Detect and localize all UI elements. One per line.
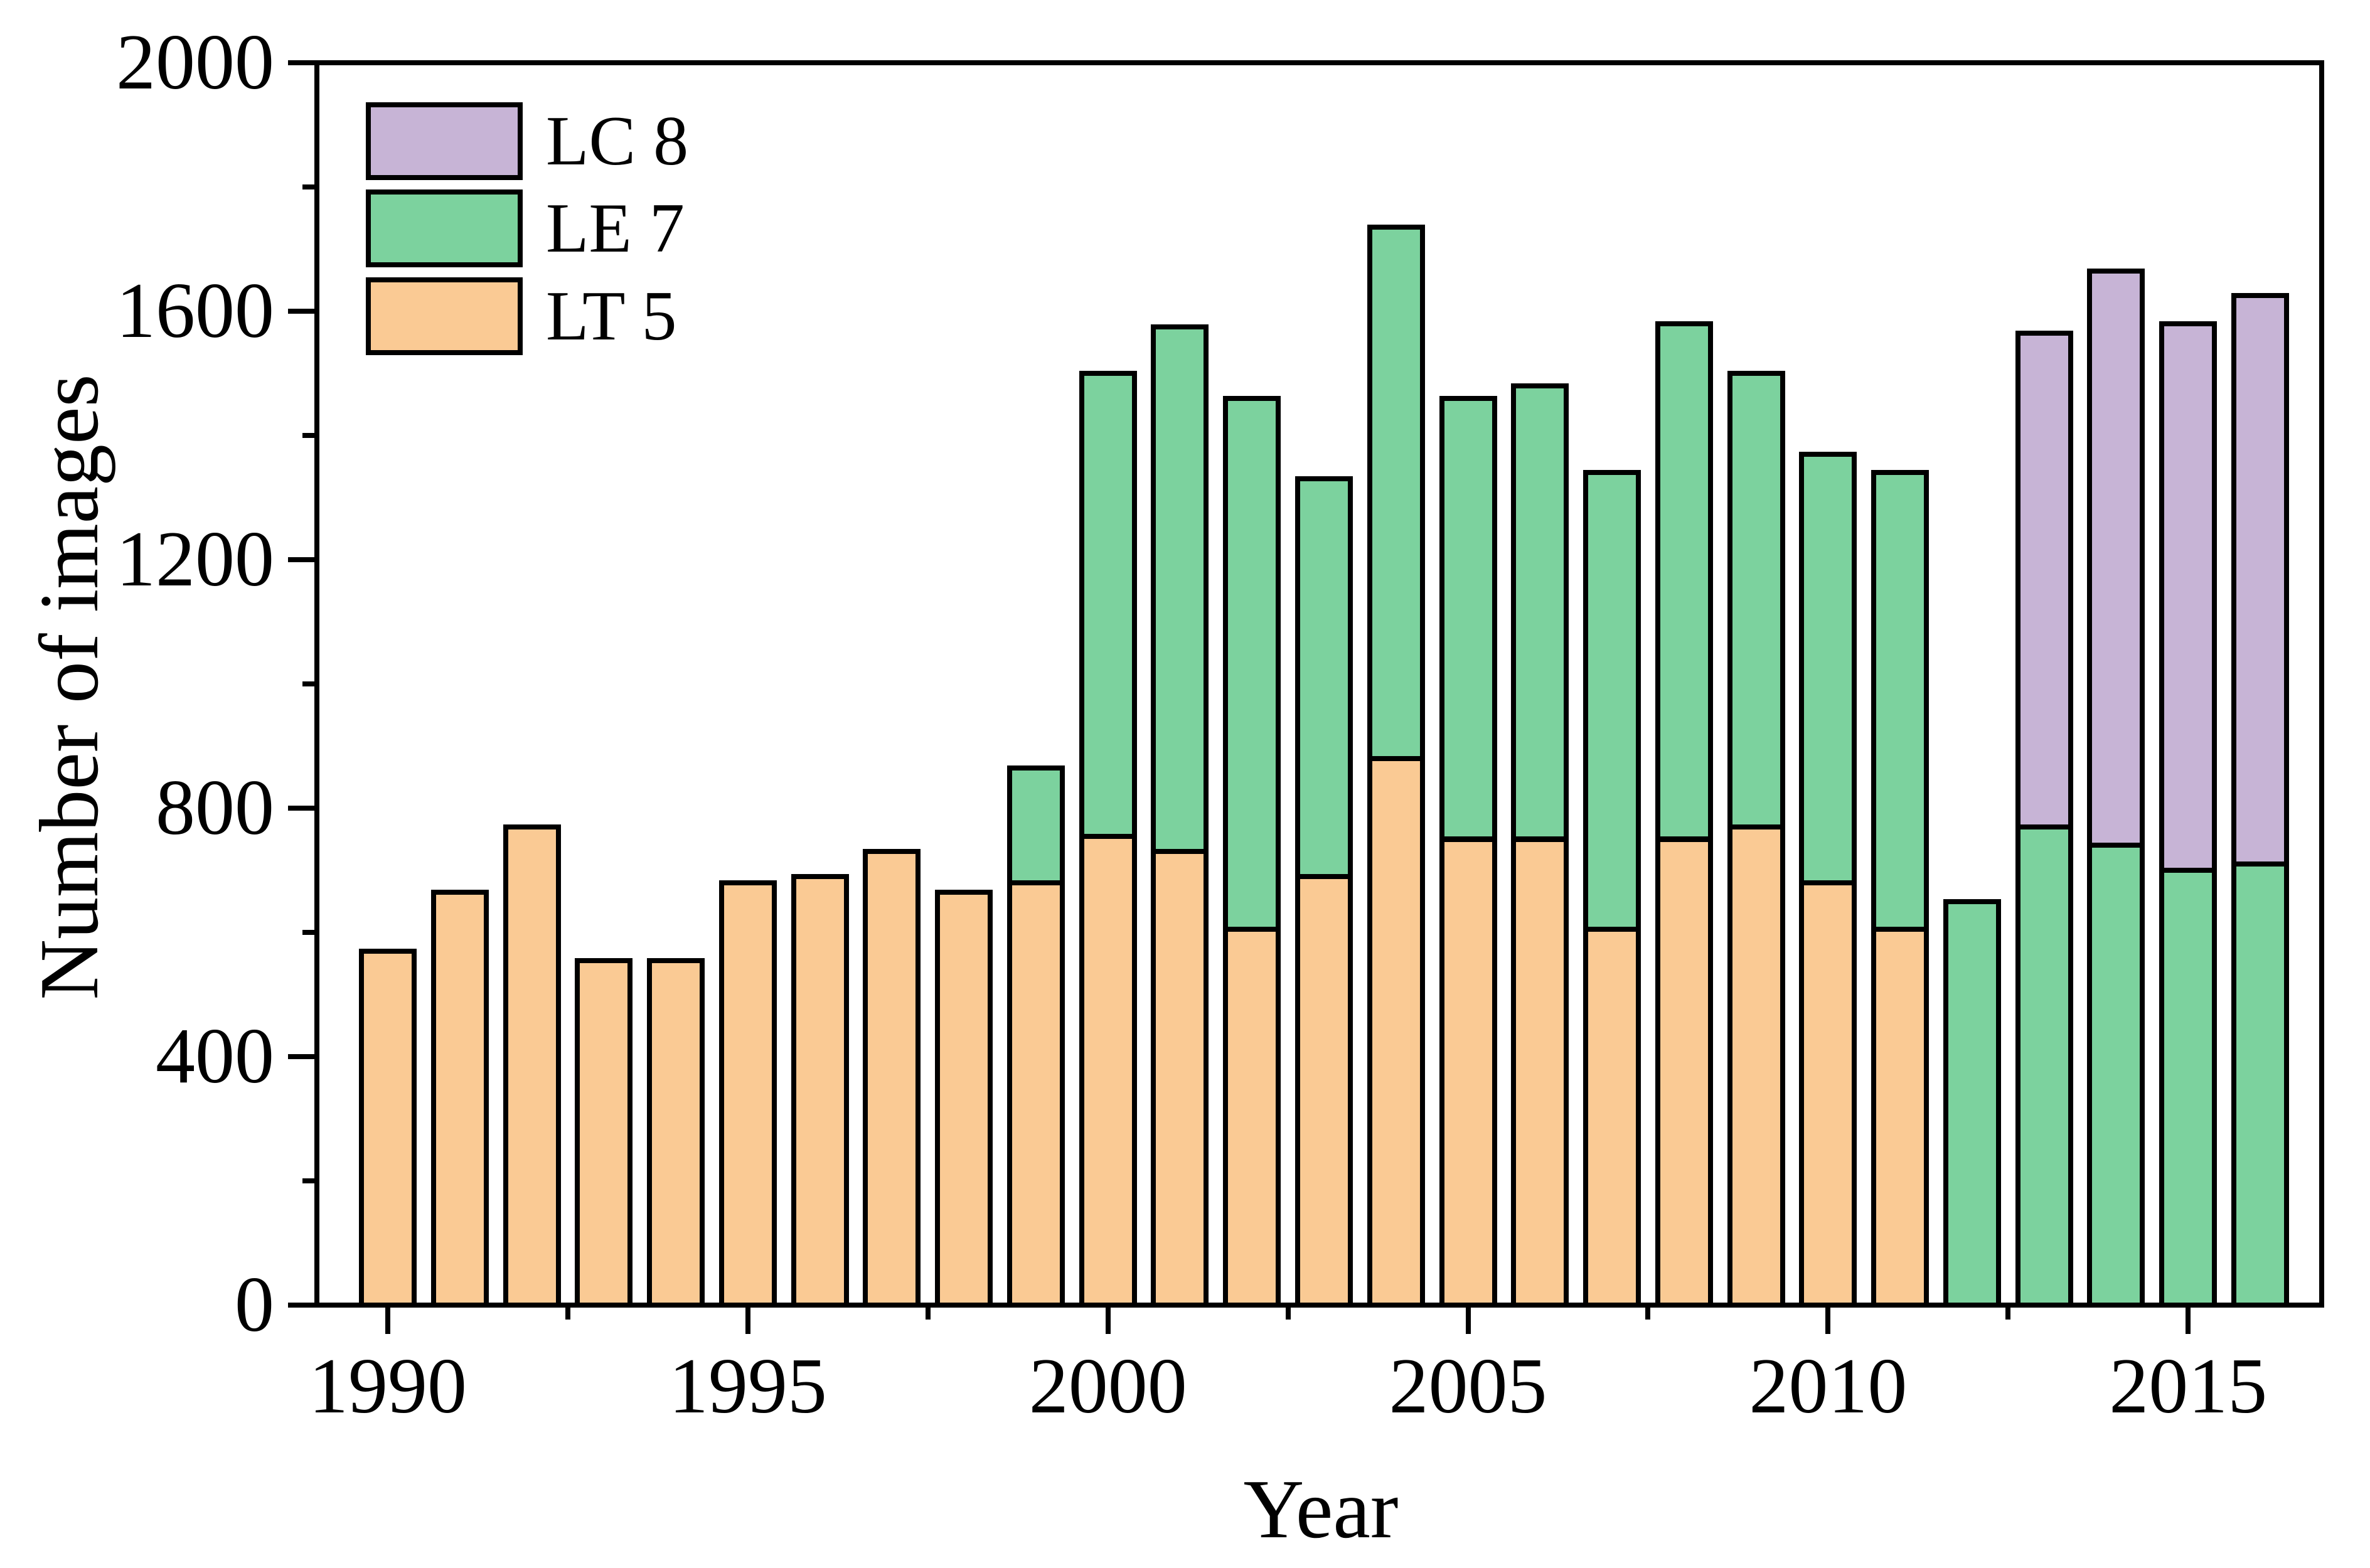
bar-2007-lt5	[1583, 927, 1641, 1308]
bar-1996-lt5	[791, 873, 849, 1308]
bar-2011-lt5	[1871, 927, 1930, 1308]
bar-2010-lt5	[1799, 880, 1857, 1308]
x-major-tick	[2186, 1303, 2191, 1334]
bar-2008-lt5	[1655, 836, 1713, 1308]
bar-2014-lc8	[2087, 268, 2145, 848]
y-major-tick	[288, 1054, 319, 1059]
legend-swatch-lt5	[366, 277, 523, 355]
bar-2006-le7	[1511, 383, 1569, 842]
bar-1999-le7	[1006, 765, 1065, 885]
bar-2002-lt5	[1223, 927, 1281, 1308]
y-major-tick	[288, 806, 319, 811]
bar-2002-le7	[1223, 395, 1281, 932]
x-tick-label: 2005	[1389, 1343, 1547, 1430]
y-tick-label: 400	[156, 1013, 274, 1100]
bar-1999-lt5	[1006, 880, 1065, 1308]
bar-1991-lt5	[430, 889, 489, 1308]
bar-2003-lt5	[1295, 873, 1353, 1308]
bar-2003-le7	[1295, 476, 1353, 879]
bar-2005-le7	[1439, 395, 1497, 842]
bar-1993-lt5	[575, 957, 633, 1308]
bar-2014-le7	[2087, 843, 2145, 1308]
y-tick-label: 0	[235, 1261, 274, 1348]
bar-2008-le7	[1655, 321, 1713, 842]
x-minor-tick	[1285, 1303, 1291, 1320]
legend-label-lt5: LT 5	[546, 277, 677, 355]
y-tick-label: 1600	[116, 267, 274, 355]
bar-1995-lt5	[718, 880, 777, 1308]
y-minor-tick	[302, 184, 319, 189]
y-major-tick	[288, 309, 319, 314]
x-tick-label: 1995	[668, 1343, 827, 1430]
bar-2009-lt5	[1727, 824, 1785, 1308]
bar-2016-lc8	[2231, 293, 2290, 867]
x-minor-tick	[565, 1303, 570, 1320]
legend-swatch-lc8	[366, 102, 523, 180]
y-minor-tick	[302, 930, 319, 935]
bar-1998-lt5	[935, 889, 993, 1308]
bar-1990-lt5	[359, 948, 417, 1308]
x-major-tick	[1105, 1303, 1111, 1334]
y-tick-label: 800	[156, 764, 274, 851]
y-axis-title-text: Number of images	[23, 374, 115, 1000]
bar-1994-lt5	[647, 957, 705, 1308]
bar-2013-lc8	[2015, 330, 2073, 829]
bar-1992-lt5	[503, 824, 561, 1308]
legend-swatch-le7	[366, 189, 523, 267]
x-major-tick	[1825, 1303, 1831, 1334]
y-minor-tick	[302, 1178, 319, 1183]
bar-2001-lt5	[1151, 849, 1209, 1308]
x-tick-label: 2010	[1749, 1343, 1908, 1430]
y-major-tick	[288, 557, 319, 562]
bar-1997-lt5	[863, 849, 921, 1308]
x-minor-tick	[1645, 1303, 1651, 1320]
y-major-tick	[288, 1303, 319, 1308]
x-major-tick	[745, 1303, 750, 1334]
bar-2015-lc8	[2159, 321, 2218, 873]
bar-2000-le7	[1079, 371, 1137, 839]
bar-2004-le7	[1367, 225, 1425, 761]
y-minor-tick	[302, 681, 319, 686]
legend-label-lc8: LC 8	[546, 102, 689, 180]
bar-2013-le7	[2015, 824, 2073, 1308]
bar-2004-lt5	[1367, 755, 1425, 1308]
x-major-tick	[1465, 1303, 1471, 1334]
x-axis-title: Year	[1243, 1463, 1399, 1555]
bar-2009-le7	[1727, 371, 1785, 829]
y-minor-tick	[302, 433, 319, 438]
x-tick-label: 2000	[1028, 1343, 1187, 1430]
bar-2005-lt5	[1439, 836, 1497, 1308]
legend-label-le7: LE 7	[546, 189, 685, 267]
bar-2016-le7	[2231, 861, 2290, 1308]
x-tick-label: 1990	[309, 1343, 467, 1430]
bar-2007-le7	[1583, 470, 1641, 932]
bar-2000-lt5	[1079, 833, 1137, 1308]
bar-2015-le7	[2159, 868, 2218, 1308]
y-tick-label: 1200	[116, 516, 274, 603]
bar-2010-le7	[1799, 451, 1857, 885]
bar-2011-le7	[1871, 470, 1930, 932]
y-major-tick	[288, 60, 319, 65]
bar-2006-lt5	[1511, 836, 1569, 1308]
x-minor-tick	[2005, 1303, 2011, 1320]
bar-2001-le7	[1151, 324, 1209, 855]
y-tick-label: 2000	[116, 19, 274, 106]
x-minor-tick	[925, 1303, 931, 1320]
x-tick-label: 2015	[2109, 1343, 2268, 1430]
x-major-tick	[385, 1303, 390, 1334]
bar-2012-le7	[1943, 899, 2001, 1308]
